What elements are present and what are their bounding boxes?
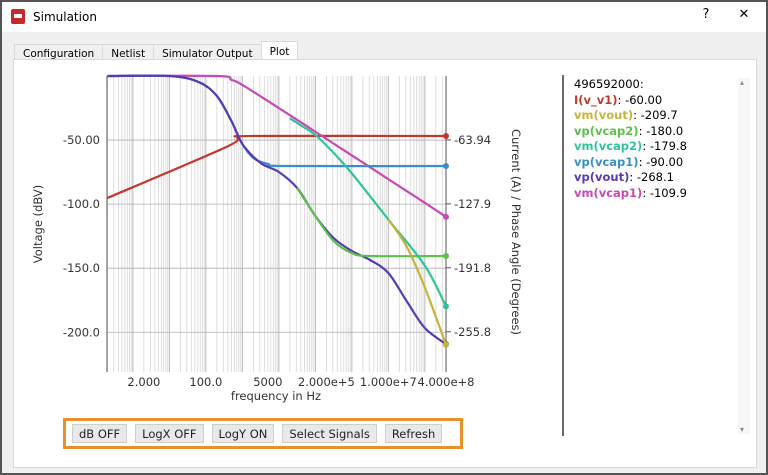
y-axis-label-right: Current (A) / Phase Angle (Degrees) [509, 129, 523, 335]
app-icon [11, 9, 25, 24]
series-end-marker [443, 133, 449, 139]
y-tick-label-right: -255.8 [454, 325, 491, 339]
legend-item: vm(vout): -209.7 [574, 108, 752, 124]
window-title: Simulation [33, 9, 97, 24]
help-button[interactable]: ? [702, 7, 710, 22]
legend-signal-value: : -109.9 [642, 185, 687, 200]
legend-signal-name: vm(vout) [574, 108, 634, 122]
legend-signal-value: : -90.00 [638, 154, 684, 169]
db-toggle-button[interactable]: dB OFF [72, 424, 128, 443]
title-bar: Simulation ? ✕ [1, 1, 767, 32]
x-tick-label: 1.000e+7 [360, 375, 417, 389]
x-tick-label: 4.000e+8 [418, 375, 475, 389]
logy-toggle-button[interactable]: LogY ON [211, 424, 275, 443]
legend-item: I(v_v1): -60.00 [574, 93, 752, 109]
series-end-marker [443, 163, 449, 169]
signal-legend: 496592000: I(v_v1): -60.00 vm(vout): -209… [562, 75, 752, 436]
logx-toggle-button[interactable]: LogX OFF [135, 424, 204, 443]
close-button[interactable]: ✕ [738, 7, 750, 22]
series-line-vm-vcap2 [289, 117, 447, 307]
legend-signal-name: vp(vout) [574, 170, 630, 184]
legend-scrollbar[interactable] [738, 78, 750, 434]
legend-signal-name: vp(vcap1) [574, 154, 639, 169]
y-tick-label-right: -127.9 [454, 197, 491, 211]
tab-bar: Configuration Netlist Simulator Output P… [14, 41, 299, 63]
y-tick-label-right: -63.94 [454, 133, 491, 147]
x-tick-label: 2.000e+5 [298, 375, 355, 389]
x-axis-label: frequency in Hz [231, 389, 321, 403]
legend-signal-name: vp(vcap2) [574, 123, 639, 138]
legend-signal-name: I(v_v1) [574, 92, 618, 107]
plot-controls: dB OFF LogX OFF LogY ON Select Signals R… [63, 418, 463, 449]
x-tick-label: 5000 [253, 375, 282, 389]
refresh-button[interactable]: Refresh [384, 424, 443, 443]
legend-signal-value: : -268.1 [629, 170, 674, 184]
series-end-marker [443, 303, 449, 310]
legend-item: vp(vcap1): -90.00 [574, 155, 752, 171]
legend-signal-value: : -180.0 [638, 123, 684, 138]
series-line-vm-vcap1 [107, 74, 447, 218]
y-tick-label-left: -50.00 [63, 133, 100, 147]
legend-item: vp(vcap2): -180.0 [574, 124, 752, 140]
x-tick-label: 100.0 [189, 375, 222, 389]
series-line-vp-vcap2 [296, 187, 447, 258]
tab-plot[interactable]: Plot [260, 41, 299, 63]
legend-item: vm(vcap2): -179.8 [574, 139, 752, 155]
legend-header: 496592000: [574, 77, 644, 91]
legend-item: vp(vout): -268.1 [574, 170, 752, 186]
series-end-marker [443, 213, 449, 220]
select-signals-button[interactable]: Select Signals [282, 424, 377, 443]
legend-signal-value: : -60.00 [617, 92, 663, 107]
y-tick-label-left: -100.0 [63, 197, 100, 211]
y-tick-label-right: -191.8 [454, 261, 491, 275]
series-line-vp-vout [107, 74, 447, 345]
series-end-marker [443, 341, 449, 348]
x-tick-label: 2.000 [127, 375, 160, 389]
tab-simulator-output[interactable]: Simulator Output [153, 44, 262, 63]
series-line-vm-vout [387, 218, 448, 346]
y-axis-label-left: Voltage (dBV) [31, 185, 45, 263]
legend-item: vm(vcap1): -109.9 [574, 186, 752, 202]
series-end-marker [443, 253, 449, 259]
y-tick-label-left: -200.0 [63, 325, 100, 339]
legend-signal-name: vm(vcap2) [574, 139, 643, 153]
legend-signal-value: : -209.7 [633, 108, 678, 122]
y-tick-label-left: -150.0 [63, 261, 100, 275]
legend-signal-value: : -179.8 [642, 139, 687, 153]
legend-signal-name: vm(vcap1) [574, 185, 643, 200]
